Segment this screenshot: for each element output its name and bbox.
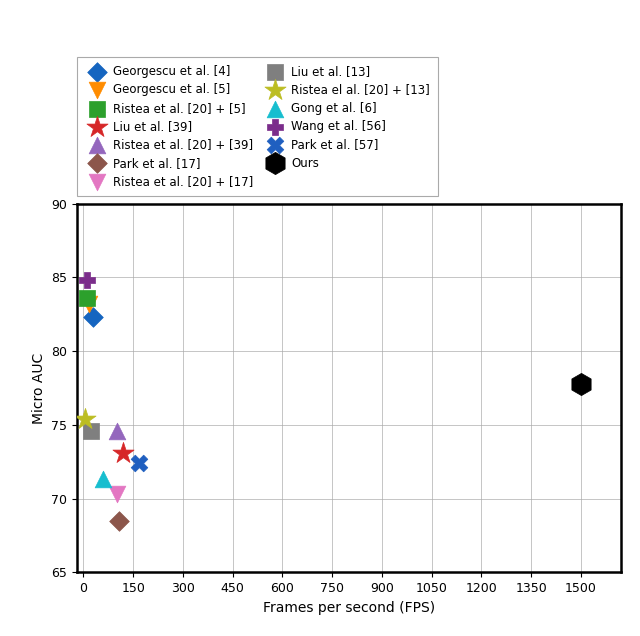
Point bbox=[83, 293, 93, 303]
Point bbox=[576, 378, 586, 389]
Point bbox=[82, 275, 92, 286]
Point bbox=[98, 474, 108, 485]
X-axis label: Frames per second (FPS): Frames per second (FPS) bbox=[263, 600, 435, 614]
Point bbox=[118, 448, 129, 458]
Point bbox=[80, 414, 90, 424]
Legend: Georgescu et al. [4], Georgescu et al. [5], Ristea et al. [20] + [5], Liu et al.: Georgescu et al. [4], Georgescu et al. [… bbox=[77, 57, 438, 196]
Point bbox=[134, 458, 144, 468]
Point bbox=[86, 425, 96, 436]
Point bbox=[84, 299, 95, 309]
Point bbox=[111, 489, 122, 499]
Point bbox=[114, 516, 124, 526]
Point bbox=[88, 312, 99, 322]
Y-axis label: Micro AUC: Micro AUC bbox=[31, 352, 45, 424]
Point bbox=[111, 425, 122, 436]
